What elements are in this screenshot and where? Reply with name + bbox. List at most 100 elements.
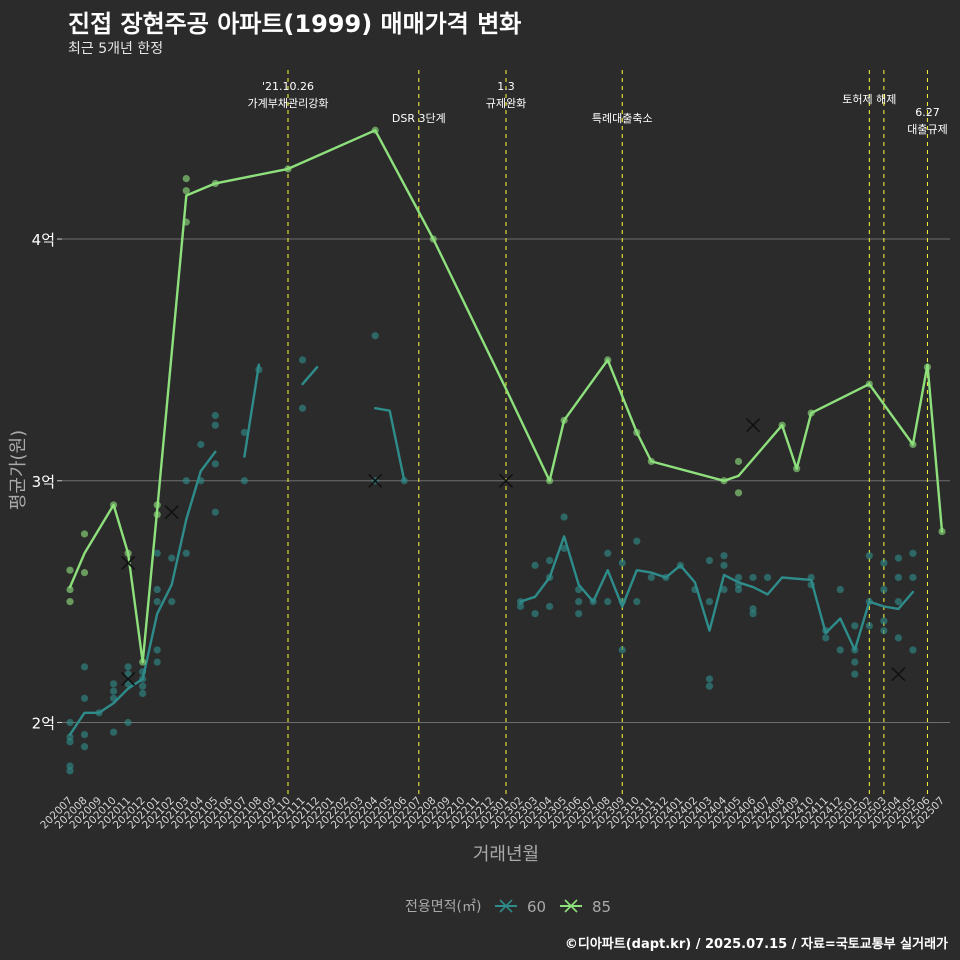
series-60-point-105 [909,573,917,582]
series-85-point-1 [66,585,74,594]
series-60-point-18 [139,689,147,698]
legend-label-85: 85 [592,898,611,916]
cancel-mark-b [746,418,761,433]
series-60-point-9 [95,709,103,717]
series-60-point-101 [894,598,903,606]
series-60-point-72 [705,556,714,565]
series-60-point-98 [880,585,888,594]
series-60-point-19 [139,682,147,690]
event-label-6-0: 6.27 [915,106,940,119]
legend-item-60: 60 [495,898,546,916]
series-60-point-89 [851,670,859,678]
series-85-point-5 [110,501,118,509]
series-60-point-43 [371,332,379,340]
series-60-line-1 [243,363,261,458]
series-60-point-102 [894,573,903,582]
chart-title: 진접 장현주공 아파트(1999) 매매가격 변화 [68,10,522,38]
series-85-point-8 [153,511,161,519]
series-60-point-44 [400,477,408,485]
series-60-cancelled-2 [368,473,383,488]
event-label-1-0: DSR 3단계 [392,112,446,125]
series-60-point-35 [211,421,219,429]
series-85-point-20 [633,428,641,437]
series-60-point-71 [705,598,714,606]
x-axis-title: 거래년월 [473,844,539,865]
axes-layer: 2억3억4억2020072020082020092020102020112020… [8,231,947,865]
series-60-point-93 [865,622,873,630]
series-60-point-81 [749,573,757,582]
series-85-line-0 [68,129,944,664]
event-label-4-0: 토허제 해제 [842,92,896,106]
series-60-point-64 [633,537,641,545]
series-60-point-66 [662,573,670,582]
series-60-point-17 [124,663,132,671]
series-60-point-12 [110,687,118,695]
series-60-point-65 [647,573,655,582]
series-60-point-11 [110,694,118,702]
legend-swatch-x-b [564,899,578,913]
series-60-point-95 [865,552,873,560]
series-85-point-30 [923,363,932,371]
series-60-point-21 [139,668,147,676]
series-60-point-13 [110,680,118,688]
event-label-2-0: 1.3 [497,80,515,93]
series-60-point-61 [618,598,626,606]
legend-label-60: 60 [527,898,546,916]
series-60-point-57 [589,598,597,606]
series-60-point-4 [66,718,74,727]
series-60-point-36 [211,411,219,420]
series-60-point-1 [66,762,74,770]
series-60-point-39 [255,365,263,374]
series-85-cancelled-1 [498,473,514,488]
cancel-mark-b [121,671,136,687]
series-60-point-70 [705,675,714,683]
series-60-point-91 [851,646,859,654]
series-60-point-77 [734,581,743,589]
series-85-point-19 [604,356,612,364]
legend-item-85: 85 [560,898,611,916]
series-60-point-58 [604,598,612,606]
series-85-point-21 [647,457,655,466]
series-60-cancelled-0 [121,671,136,687]
series-60-point-82 [764,573,772,582]
series-60-point-104 [909,646,917,654]
series-85-point-12 [182,175,190,183]
series-85-point-4 [80,530,89,538]
series-60-point-63 [633,598,641,606]
series-60-point-28 [168,554,176,562]
series-60-point-59 [604,549,612,557]
series-60-point-46 [516,598,525,606]
series-60-line-2 [301,366,319,386]
series-60-point-26 [153,549,161,557]
series-60-point-83 [807,581,815,589]
series-85-point-23 [734,489,743,497]
series-60-point-88 [836,585,844,594]
series-60-point-34 [211,460,219,468]
series-85-point-6 [124,549,132,557]
series-60-point-55 [575,598,583,606]
series-85-point-15 [371,126,379,134]
series-85-point-7 [139,658,147,666]
series-60-point-38 [240,428,248,437]
series-60-point-97 [880,617,888,625]
series-60-point-96 [880,627,888,635]
series-60-point-56 [575,585,583,594]
event-label-3-0: 특례대출축소 [592,112,653,125]
series-60-point-41 [298,356,307,364]
series-60-line-4 [519,535,915,652]
series-85-point-25 [778,421,786,429]
series-60-point-8 [80,663,89,671]
series-85-point-2 [66,566,74,574]
series-85-point-18 [560,416,568,424]
series-60-point-75 [720,552,728,560]
series-85-cancelled-2 [746,418,761,433]
series-85-point-31 [938,527,946,536]
series-60-point-5 [80,743,89,751]
series-85-point-26 [793,465,801,473]
series-60-point-52 [560,544,568,553]
event-label-2-1: 규제완화 [486,97,526,110]
chart-subtitle: 최근 5개년 한정 [68,41,164,57]
series-60-point-47 [531,610,539,618]
series-60-point-32 [197,440,205,449]
series-60-point-86 [822,627,830,635]
